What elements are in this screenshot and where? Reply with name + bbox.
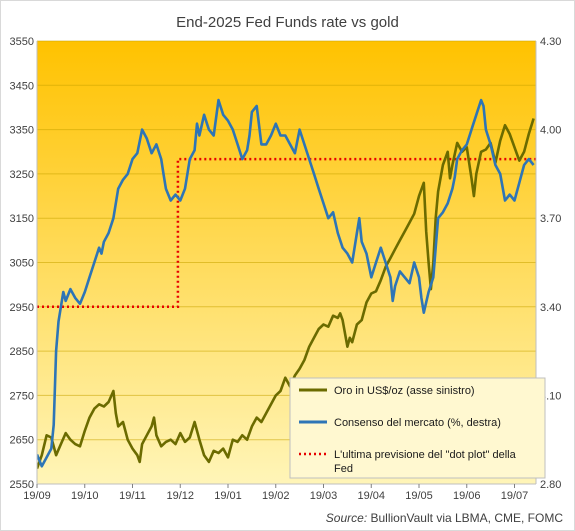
y-axis-left-ticks: 2550 2650 2750 2850 2950 3050 3150 3250 3350 3450… [10, 36, 34, 491]
x-tick-label: 19/12 [166, 490, 194, 502]
legend-label-dot-plot-line2: Fed [334, 463, 353, 475]
y-left-tick-label: 3450 [10, 80, 34, 92]
source-note: Source: BullionVault via LBMA, CME, FOMC [326, 511, 564, 525]
y-right-tick-label: 3.70 [540, 213, 561, 225]
legend-label-gold: Oro in US$/oz (asse sinistro) [334, 385, 475, 397]
y-left-tick-label: 2650 [10, 435, 34, 447]
source-label: Source: [326, 511, 367, 525]
y-left-tick-label: 3350 [10, 125, 34, 137]
y-right-tick-label: 3.40 [540, 302, 561, 314]
series-line-gold [37, 118, 535, 469]
y-left-tick-label: 3250 [10, 169, 34, 181]
chart-title: End-2025 Fed Funds rate vs gold [176, 14, 399, 31]
legend-box [289, 377, 546, 479]
legend-label-dot-plot: L'ultima previsione del "dot plot" della… [334, 449, 519, 475]
source-text: BullionVault via LBMA, CME, FOMC [371, 511, 564, 525]
y-left-tick-label: 3550 [10, 36, 34, 48]
legend-label-consensus: Consenso del mercato (%, destra) [334, 417, 501, 429]
x-tick-label: 19/05 [405, 490, 433, 502]
legend-label-dot-plot-line1: L'ultima previsione del "dot plot" della [334, 449, 517, 461]
legend: Oro in US$/oz (asse sinistro) Consenso d… [289, 377, 546, 479]
series-line-consensus [37, 98, 535, 468]
x-tick-label: 19/10 [71, 490, 99, 502]
x-tick-label: 19/03 [310, 490, 338, 502]
series-lines [37, 98, 536, 469]
y-left-tick-label: 3050 [10, 258, 34, 270]
x-tick-label: 19/04 [357, 490, 385, 502]
y-left-tick-label: 3150 [10, 213, 34, 225]
x-tick-label: 19/06 [453, 490, 481, 502]
x-tick-label: 19/07 [501, 490, 529, 502]
y-left-tick-label: 2550 [10, 479, 34, 491]
y-right-tick-label: 2.80 [540, 479, 561, 491]
x-axis-ticks: 19/09 19/10 19/11 19/12 19/01 19/02 19/03 19/04… [23, 484, 528, 502]
y-left-tick-label: 2750 [10, 390, 34, 402]
y-right-tick-label: 4.30 [540, 36, 561, 48]
y-left-tick-label: 2950 [10, 302, 34, 314]
x-tick-label: 19/09 [23, 490, 51, 502]
x-tick-label: 19/02 [262, 490, 290, 502]
y-left-tick-label: 2850 [10, 346, 34, 358]
series-line-dot-plot [37, 157, 536, 309]
x-tick-label: 19/01 [214, 490, 242, 502]
x-tick-label: 19/11 [119, 490, 146, 502]
y-right-tick-label: 4.00 [540, 125, 561, 137]
